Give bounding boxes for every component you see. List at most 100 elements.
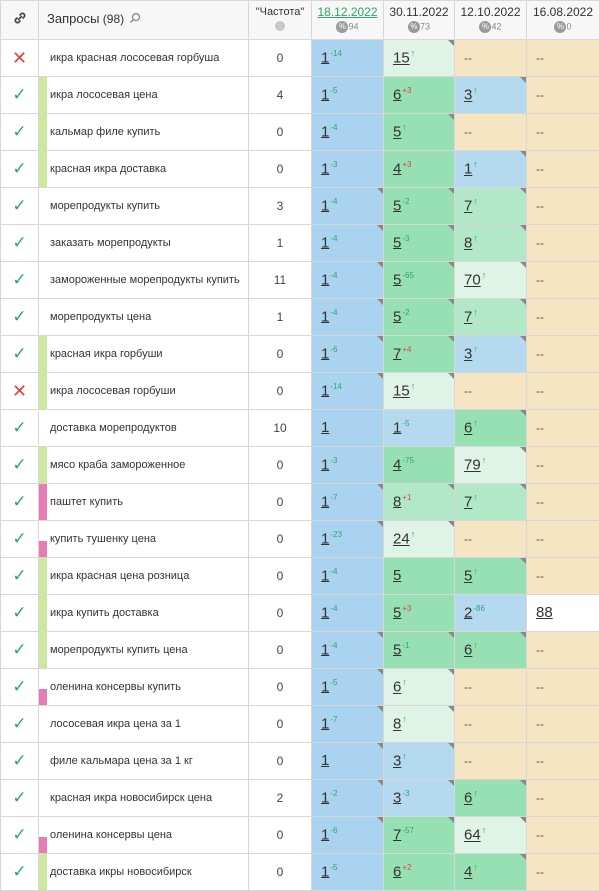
position-value[interactable]: 3 [393, 789, 401, 806]
check-icon[interactable]: ✓ [12, 640, 26, 659]
position-value[interactable]: 1 [321, 123, 329, 140]
position-cell[interactable]: 5-65 [384, 262, 455, 299]
position-cell-empty[interactable]: -- [455, 373, 527, 410]
link-icon[interactable] [13, 11, 27, 28]
position-cell[interactable]: 24↑ [384, 521, 455, 558]
position-cell[interactable]: 1-5 [312, 77, 384, 114]
position-cell[interactable]: 1-14 [312, 373, 384, 410]
position-cell[interactable]: 1-4 [312, 114, 384, 151]
position-cell[interactable]: 5↑ [455, 558, 527, 595]
status-cell[interactable]: ✓ [1, 188, 39, 225]
position-value[interactable]: 6 [464, 642, 472, 659]
position-cell[interactable]: 1-23 [312, 521, 384, 558]
position-value[interactable]: 6 [393, 86, 401, 103]
query-cell[interactable]: икра лососевая цена [39, 77, 249, 114]
position-cell-empty[interactable]: -- [527, 854, 599, 891]
position-cell-empty[interactable]: -- [527, 484, 599, 521]
position-value[interactable]: 8 [393, 493, 401, 510]
position-value[interactable]: 6 [393, 679, 401, 696]
status-cell[interactable]: ✕ [1, 373, 39, 410]
query-cell[interactable]: доставка икры новосибирск [39, 854, 249, 891]
status-cell[interactable]: ✓ [1, 151, 39, 188]
position-value[interactable]: 70 [464, 272, 481, 289]
position-cell[interactable]: 6↑ [455, 780, 527, 817]
position-cell[interactable]: 1 [312, 743, 384, 780]
date-link[interactable]: 18.12.2022 [312, 5, 383, 19]
query-cell[interactable]: мясо краба замороженное [39, 447, 249, 484]
check-icon[interactable]: ✓ [12, 159, 26, 178]
query-cell[interactable]: замороженные морепродукты купить [39, 262, 249, 299]
check-icon[interactable]: ✓ [12, 788, 26, 807]
position-cell[interactable]: 2-86 [455, 595, 527, 632]
position-value[interactable]: 15 [393, 383, 410, 400]
position-value[interactable]: 7 [393, 345, 401, 362]
position-value[interactable]: 5 [393, 567, 401, 584]
position-cell[interactable]: 8+1 [384, 484, 455, 521]
position-value[interactable]: 6 [464, 790, 472, 807]
position-value[interactable]: 8 [393, 716, 401, 733]
position-value[interactable]: 1 [321, 789, 329, 806]
position-cell-empty[interactable]: -- [527, 114, 599, 151]
position-cell[interactable]: 1-4 [312, 595, 384, 632]
query-cell[interactable]: икра лососевая горбуши [39, 373, 249, 410]
position-cell-empty[interactable]: -- [455, 669, 527, 706]
position-cell[interactable]: 1-3 [312, 151, 384, 188]
position-value[interactable]: 5 [393, 197, 401, 214]
position-cell-empty[interactable]: -- [527, 40, 599, 77]
position-value[interactable]: 3 [464, 346, 472, 363]
status-cell[interactable]: ✓ [1, 114, 39, 151]
position-cell[interactable]: 7↑ [455, 188, 527, 225]
query-cell[interactable]: морепродукты купить цена [39, 632, 249, 669]
position-value[interactable]: 24 [393, 531, 410, 548]
position-cell[interactable]: 5-2 [384, 299, 455, 336]
position-cell-empty[interactable]: -- [527, 410, 599, 447]
position-cell[interactable]: 1-5 [312, 854, 384, 891]
position-value[interactable]: 5 [393, 124, 401, 141]
position-cell[interactable]: 5-3 [384, 225, 455, 262]
position-value[interactable]: 3 [464, 87, 472, 104]
position-value[interactable]: 1 [321, 715, 329, 732]
position-value[interactable]: 1 [321, 234, 329, 251]
position-value[interactable]: 1 [321, 493, 329, 510]
position-cell-empty[interactable]: -- [527, 632, 599, 669]
position-cell-empty[interactable]: -- [527, 151, 599, 188]
position-cell[interactable]: 5+3 [384, 595, 455, 632]
position-value[interactable]: 1 [321, 863, 329, 880]
position-cell-empty[interactable]: -- [455, 521, 527, 558]
position-cell-empty[interactable]: -- [527, 336, 599, 373]
position-cell[interactable]: 1-6 [312, 336, 384, 373]
position-value[interactable]: 4 [393, 160, 401, 177]
position-cell[interactable]: 1-2 [312, 780, 384, 817]
position-cell[interactable]: 5-2 [384, 188, 455, 225]
query-cell[interactable]: паштет купить [39, 484, 249, 521]
check-icon[interactable]: ✓ [12, 751, 26, 770]
position-value[interactable]: 5 [393, 641, 401, 658]
position-cell[interactable]: 3↑ [455, 336, 527, 373]
position-value[interactable]: 1 [321, 456, 329, 473]
position-cell[interactable]: 1-4 [312, 188, 384, 225]
position-cell[interactable]: 4-75 [384, 447, 455, 484]
position-cell-empty[interactable]: -- [527, 225, 599, 262]
status-cell[interactable]: ✓ [1, 780, 39, 817]
position-cell-empty[interactable]: -- [527, 188, 599, 225]
position-cell[interactable]: 15↑ [384, 373, 455, 410]
position-cell[interactable]: 1-5 [384, 410, 455, 447]
position-cell[interactable]: 88 [527, 595, 599, 632]
query-cell[interactable]: красная икра горбуши [39, 336, 249, 373]
position-value[interactable]: 1 [321, 160, 329, 177]
position-value[interactable]: 1 [321, 419, 329, 436]
position-value[interactable]: 4 [464, 864, 472, 881]
position-value[interactable]: 1 [321, 641, 329, 658]
position-value[interactable]: 6 [464, 420, 472, 437]
date-column-header-2[interactable]: 30.11.2022 %73 [384, 1, 455, 40]
position-value[interactable]: 64 [464, 827, 481, 844]
position-value[interactable]: 88 [536, 604, 553, 621]
position-cell[interactable]: 79↑ [455, 447, 527, 484]
position-cell[interactable]: 64↑ [455, 817, 527, 854]
status-cell[interactable]: ✓ [1, 77, 39, 114]
position-value[interactable]: 1 [321, 345, 329, 362]
status-cell[interactable]: ✓ [1, 299, 39, 336]
query-column-header[interactable]: Запросы (98) [39, 1, 249, 40]
check-icon[interactable]: ✓ [12, 455, 26, 474]
position-cell-empty[interactable]: -- [527, 780, 599, 817]
